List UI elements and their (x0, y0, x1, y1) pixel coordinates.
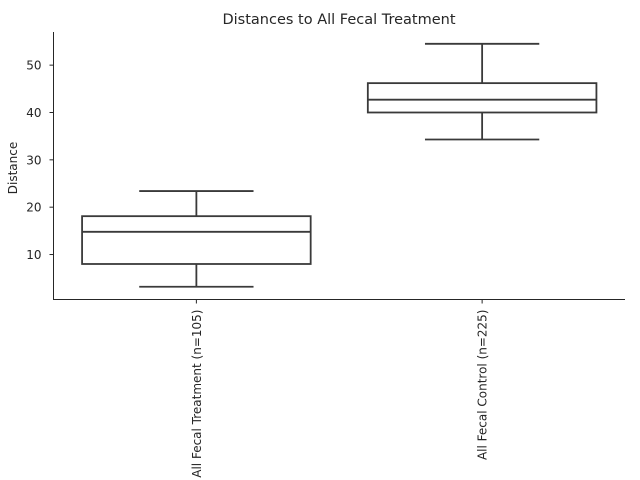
y-tick-label: 20 (26, 201, 41, 215)
x-tick-labels: All Fecal Treatment (n=105) All Fecal Con… (190, 299, 490, 478)
x-tick-label: All Fecal Treatment (n=105) (190, 310, 204, 478)
y-tick-label: 50 (26, 59, 41, 73)
chart-title: Distances to All Fecal Treatment (222, 12, 455, 28)
y-ticks: 10 20 30 40 50 (26, 59, 54, 262)
x-tick-label: All Fecal Control (n=225) (476, 310, 490, 461)
y-tick-label: 30 (26, 153, 41, 167)
boxes (81, 42, 598, 288)
iqr-box (81, 215, 312, 265)
box-group (366, 42, 598, 141)
y-axis-label: Distance (6, 142, 20, 194)
iqr-box (366, 82, 598, 114)
box-group (81, 190, 312, 288)
y-tick-label: 40 (26, 106, 41, 120)
y-tick-label: 10 (26, 248, 41, 262)
